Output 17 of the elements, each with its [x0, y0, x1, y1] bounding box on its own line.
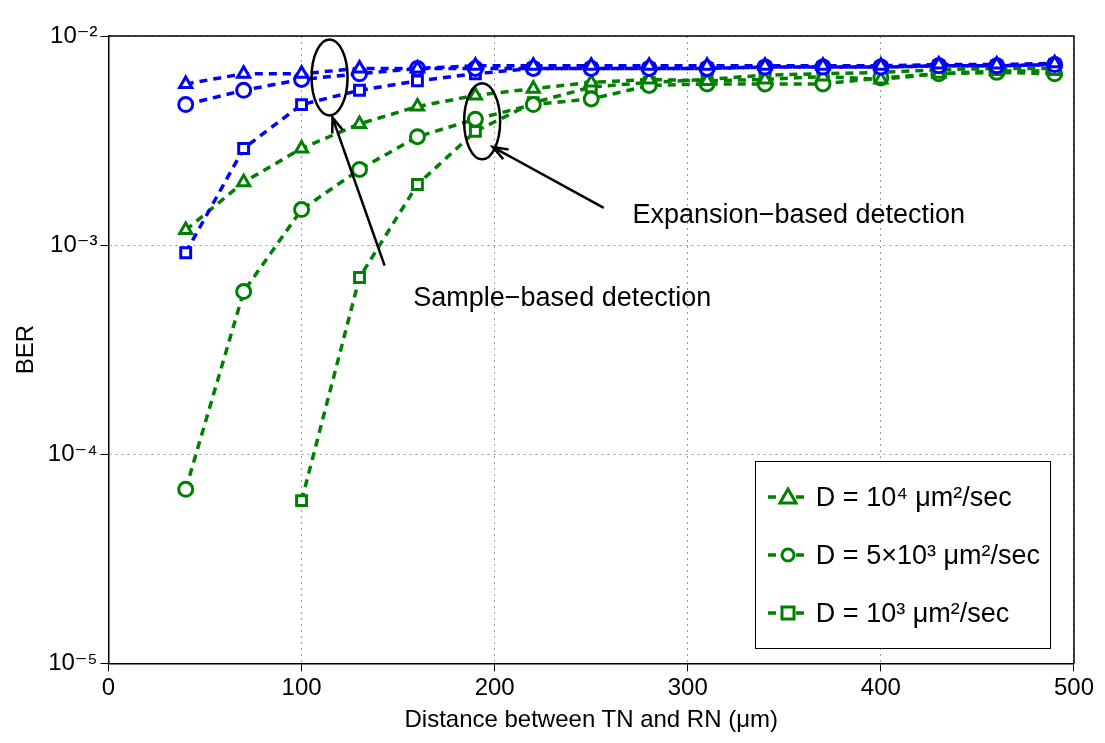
y-tick-label: 10⁻⁵ — [48, 648, 98, 676]
y-tick-label: 10⁻³ — [50, 229, 98, 257]
x-tick-label: 500 — [1053, 673, 1094, 701]
x-tick-label: 0 — [101, 673, 116, 701]
x-tick-label: 200 — [474, 673, 515, 701]
y-axis-title: BER — [11, 325, 39, 375]
legend-label: D = 5×10³ μm²/sec — [815, 539, 1040, 571]
legend-label: D = 10⁴ μm²/sec — [815, 481, 1012, 513]
y-tick-label: 10⁻⁴ — [47, 438, 98, 466]
legend-label: D = 10³ μm²/sec — [815, 597, 1010, 629]
annotation: Expansion−based detection — [632, 198, 966, 229]
x-tick-label: 400 — [860, 673, 901, 701]
x-axis-title: Distance between TN and RN (μm) — [404, 705, 778, 733]
x-tick-label: 300 — [667, 673, 708, 701]
annotation: Sample−based detection — [413, 282, 712, 313]
y-tick-label: 10⁻² — [50, 20, 98, 48]
x-tick-label: 100 — [281, 673, 322, 701]
